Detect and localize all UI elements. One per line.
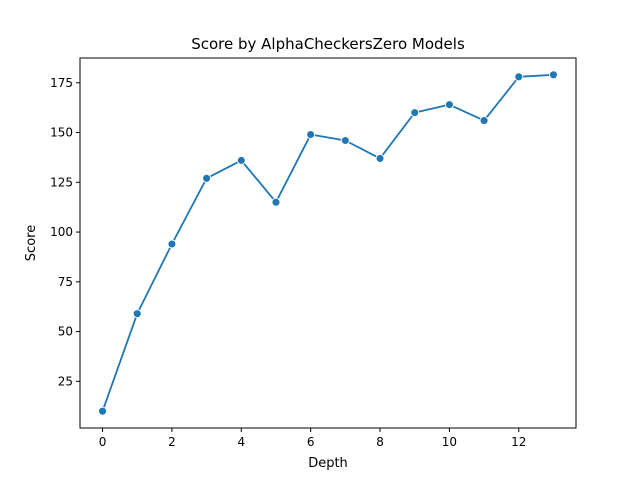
chart-title: Score by AlphaCheckersZero Models <box>191 35 465 53</box>
y-tick-label: 50 <box>58 325 73 339</box>
y-tick-label: 100 <box>50 225 73 239</box>
data-point <box>98 406 108 416</box>
data-point <box>271 197 281 207</box>
x-tick-label: 2 <box>168 435 176 449</box>
x-tick-label: 6 <box>307 435 315 449</box>
data-point <box>549 70 558 80</box>
y-tick-label: 75 <box>58 275 73 289</box>
x-axis-label: Depth <box>308 456 348 471</box>
data-point <box>306 130 316 139</box>
data-point <box>202 173 212 183</box>
data-point <box>132 309 142 319</box>
data-point <box>375 153 385 163</box>
x-tick-label: 4 <box>237 435 245 449</box>
data-point <box>410 108 420 118</box>
series-line <box>101 73 555 413</box>
x-tick-label: 10 <box>442 435 457 449</box>
x-tick-label: 12 <box>511 435 526 449</box>
x-tick-label: 8 <box>376 435 384 449</box>
data-point <box>444 100 454 110</box>
y-tick-label: 175 <box>50 76 73 90</box>
x-tick-label: 0 <box>99 435 107 449</box>
data-point <box>236 155 246 165</box>
y-tick-label: 150 <box>50 126 73 140</box>
y-tick-label: 125 <box>50 175 73 189</box>
plot-area: 0 2 4 6 8 10 12 25 50 75 100 125 150 175 <box>50 70 558 449</box>
data-point <box>340 136 350 145</box>
data-point <box>167 239 177 249</box>
y-tick-label: 25 <box>58 374 73 388</box>
data-point <box>479 116 489 126</box>
y-axis-label: Score <box>24 225 39 261</box>
data-point <box>514 72 524 82</box>
plot-frame <box>79 57 577 429</box>
